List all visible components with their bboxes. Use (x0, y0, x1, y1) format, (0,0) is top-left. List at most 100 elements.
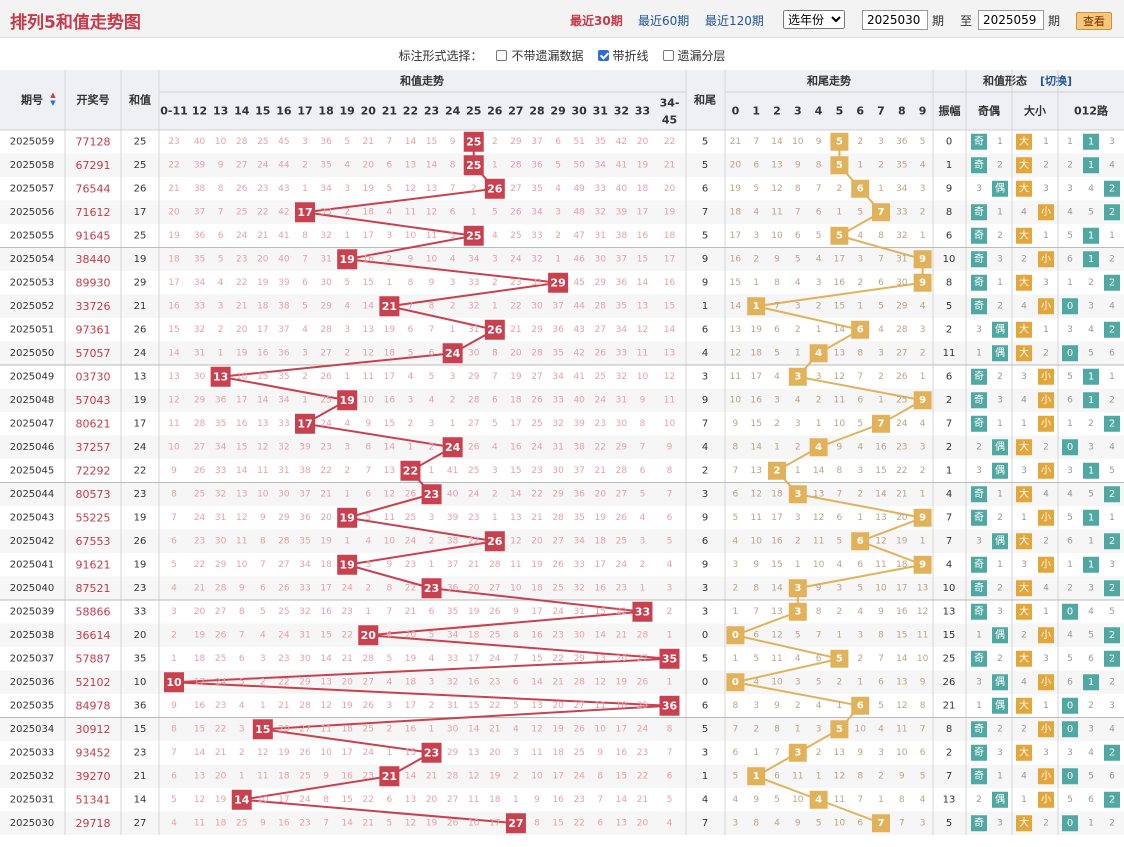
tail-col-header: 6 (856, 105, 864, 118)
odd-even-miss: 2 (997, 654, 1003, 664)
sum-miss-value: 22 (278, 677, 289, 687)
sum-miss-value: 7 (386, 607, 392, 617)
sum-miss-value: 1 (471, 207, 477, 217)
sum-miss-value: 19 (341, 701, 353, 711)
sum-miss-value: 8 (171, 724, 177, 734)
tail-miss-value: 1 (774, 442, 780, 452)
sum-miss-value: 19 (194, 630, 206, 640)
tail-miss-value: 7 (733, 724, 739, 734)
year-select[interactable]: 选年份 (783, 10, 845, 29)
road-miss: 5 (1088, 348, 1094, 358)
tail-miss-value: 9 (774, 254, 780, 264)
sum-miss-value: 18 (405, 677, 417, 687)
tail-cell: 3 (702, 606, 708, 617)
sum-miss-value: 24 (236, 231, 248, 241)
tail-miss-value: 13 (771, 160, 782, 170)
tail-miss-value: 14 (771, 137, 783, 147)
sum-col-header: 17 (297, 105, 312, 118)
sum-miss-value: 13 (468, 748, 479, 758)
from-unit-label: 期 (932, 14, 945, 28)
layered-checkbox[interactable] (662, 49, 674, 61)
sum-miss-value: 14 (426, 160, 438, 170)
road-ball (1104, 204, 1120, 221)
layered-label: 遗漏分层 (677, 48, 726, 63)
option-polyline[interactable]: 带折线 (597, 47, 649, 64)
tail-miss-value: 26 (896, 372, 908, 382)
sum-miss-value: 14 (257, 395, 269, 405)
period-120-link[interactable]: 最近120期 (705, 14, 764, 28)
tail-miss-value: 10 (834, 419, 846, 429)
issue-cell: 2025050 (10, 348, 55, 359)
from-issue-input[interactable] (862, 10, 928, 30)
tail-miss-value: 19 (896, 536, 908, 546)
odd-even-label: 奇 (974, 228, 984, 241)
road-miss: 3 (1088, 442, 1094, 452)
sum-miss-value: 22 (257, 207, 268, 217)
form-col-header: 012路 (1074, 104, 1109, 118)
big-small-label: 小 (1041, 206, 1051, 218)
tail-miss-value: 4 (753, 207, 759, 217)
period-30-link[interactable]: 最近30期 (570, 14, 623, 28)
big-small-label: 大 (1019, 698, 1029, 711)
sum-miss-value: 1 (492, 513, 498, 523)
sum-cell: 25 (134, 160, 147, 171)
sum-ball-label: 27 (508, 817, 523, 830)
sum-miss-value: 20 (341, 677, 353, 687)
tail-miss-value: 8 (816, 160, 822, 170)
sum-miss-value: 34 (447, 630, 459, 640)
sum-miss-value: 28 (194, 419, 206, 429)
tail-miss-value: 1 (837, 207, 843, 217)
sum-miss-value: 35 (531, 184, 542, 194)
sum-miss-value: 5 (667, 536, 673, 546)
issue-cell: 2025039 (10, 606, 55, 617)
sum-miss-value: 9 (323, 771, 329, 781)
tail-ball (747, 767, 766, 786)
polyline-checkbox[interactable] (597, 49, 609, 61)
no-miss-checkbox[interactable] (496, 49, 508, 61)
sum-miss-value: 20 (595, 489, 607, 499)
big-small-ball (1038, 368, 1054, 385)
sum-cell: 10 (134, 677, 147, 688)
big-small-miss: 4 (1021, 771, 1027, 781)
sum-miss-value: 31 (447, 701, 458, 711)
sum-miss-value: 17 (320, 583, 331, 593)
sum-miss-value: 20 (637, 137, 649, 147)
sum-miss-value: 25 (278, 607, 289, 617)
sum-miss-value: 34 (468, 254, 480, 264)
sum-ball (421, 578, 442, 599)
amplitude-cell: 7 (946, 418, 952, 429)
sum-miss-value: 5 (513, 701, 519, 711)
big-small-label: 大 (1019, 322, 1029, 335)
sum-miss-value: 19 (426, 818, 438, 828)
to-unit-label: 期 (1048, 14, 1061, 28)
sum-ball (505, 813, 526, 834)
tail-miss-value: 3 (816, 278, 822, 288)
switch-link[interactable]: [切换] (1040, 74, 1072, 88)
sum-miss-value: 32 (278, 442, 289, 452)
to-issue-input[interactable] (978, 10, 1044, 30)
period-60-link[interactable]: 最近60期 (638, 14, 690, 28)
road-miss: 6 (1088, 654, 1094, 664)
option-no-miss[interactable]: 不带遗漏数据 (496, 47, 584, 64)
odd-even-ball (992, 462, 1008, 479)
sum-miss-value: 39 (447, 513, 459, 523)
sum-ball-label: 26 (487, 535, 503, 548)
road-miss: 5 (1109, 607, 1115, 617)
sum-miss-value: 5 (555, 160, 561, 170)
view-button[interactable]: 查看 (1076, 12, 1112, 30)
road-miss: 5 (1067, 231, 1073, 241)
sum-miss-value: 2 (471, 184, 477, 194)
row-background (0, 600, 1124, 624)
road-miss: 1 (1088, 818, 1094, 828)
sum-miss-value: 16 (552, 795, 564, 805)
sum-miss-value: 11 (426, 231, 437, 241)
road-miss: 2 (1109, 254, 1115, 264)
sum-miss-value: 24 (552, 607, 564, 617)
draw-number-cell: 37257 (76, 441, 111, 454)
sum-ball-label: 10 (166, 676, 182, 689)
sum-miss-value: 31 (299, 630, 310, 640)
big-small-label: 小 (1041, 300, 1051, 312)
tail-ball (788, 579, 807, 598)
option-layered[interactable]: 遗漏分层 (662, 47, 726, 64)
sum-miss-value: 13 (168, 372, 179, 382)
